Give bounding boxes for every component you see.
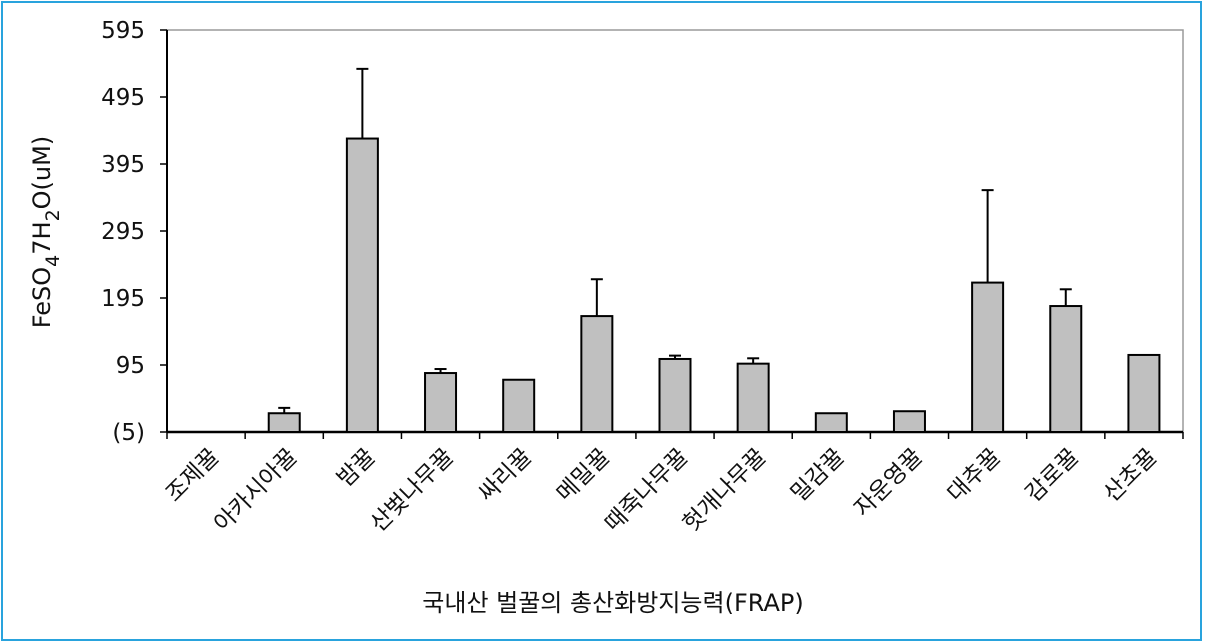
bar <box>345 137 379 433</box>
bar <box>267 412 301 433</box>
bar <box>736 362 770 433</box>
bar <box>580 315 614 433</box>
y-tick-label: 595 <box>101 18 145 44</box>
x-category-label: 때죽나무꿀 <box>600 444 693 537</box>
x-category-label: 싸리꿀 <box>474 444 537 507</box>
bar <box>424 372 458 434</box>
bars <box>267 137 1161 434</box>
y-tick-label: 95 <box>116 353 145 379</box>
x-axis-ticks <box>166 432 1184 439</box>
x-category-label: 메밀꿀 <box>552 444 615 507</box>
x-category-label: 밀감꿀 <box>786 444 849 507</box>
y-axis-ticks: 595 495 395 295 195 95 (5) <box>101 18 167 446</box>
bar <box>971 281 1005 433</box>
y-tick-label: 495 <box>101 85 145 111</box>
bar <box>1127 353 1161 434</box>
x-category-label: 산초꿀 <box>1099 444 1162 507</box>
y-tick-label: (5) <box>112 420 145 446</box>
y-tick-label: 395 <box>101 152 145 178</box>
x-category-label: 자운영꿀 <box>849 444 927 522</box>
error-bars <box>278 67 1072 414</box>
bar <box>892 410 926 434</box>
x-category-label: 감로꿀 <box>1021 444 1084 507</box>
chart-title: 국내산 벌꿀의 총산화방지능력(FRAP) <box>422 589 803 617</box>
x-category-label: 밤꿀 <box>332 444 380 492</box>
x-category-label: 산벚나무꿀 <box>366 444 459 537</box>
y-tick-label: 195 <box>101 286 145 312</box>
x-category-label: 아카시아꿀 <box>209 444 302 537</box>
y-tick-label: 295 <box>101 219 145 245</box>
bar <box>814 412 848 433</box>
x-category-label: 대추꿀 <box>943 444 1006 507</box>
x-category-label: 조제꿀 <box>161 444 224 507</box>
bar <box>502 378 536 433</box>
bar <box>1049 305 1083 434</box>
bar <box>658 357 692 433</box>
x-category-label: 헛개나무꿀 <box>678 444 771 537</box>
y-axis-label: FeSO47H2O(uM) <box>28 136 64 328</box>
